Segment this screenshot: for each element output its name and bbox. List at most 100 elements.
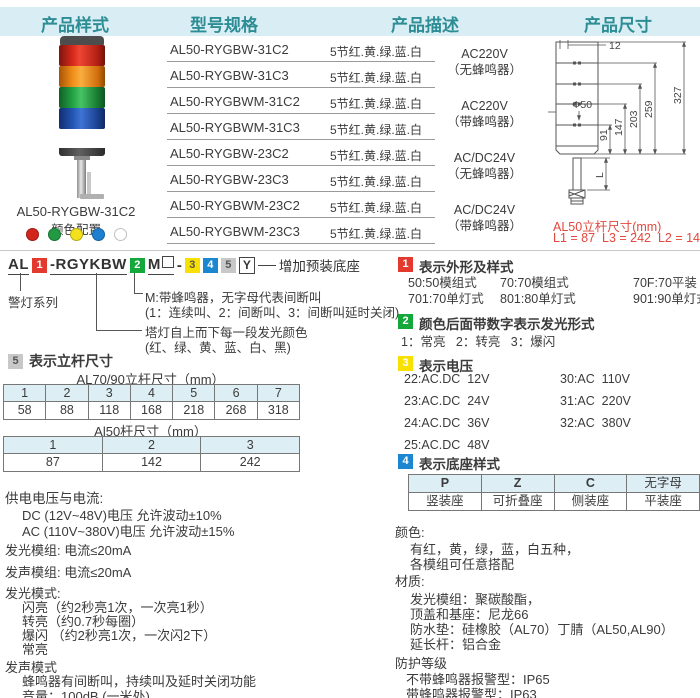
section-divider — [0, 250, 700, 251]
model-desc: 5节红.黄.绿.蓝.白 — [330, 175, 423, 189]
code-badge-y: Y — [238, 256, 255, 274]
column-header-description: 产品描述 — [391, 16, 459, 35]
table-row: AL50-RYGBW-31C2 5节红.黄.绿.蓝.白 — [167, 36, 435, 62]
model-number: AL50-RYGBW-31C3 — [170, 68, 289, 83]
light-mode-item: 爆闪 （约2秒亮1次，一次闪2下） — [22, 628, 217, 643]
voltage-item: 24:AC.DC 36V — [404, 416, 490, 430]
header-bar: 产品样式 型号规格 产品描述 产品尺寸 — [0, 7, 700, 36]
voltage: AC/DC24V — [453, 203, 516, 217]
section2-title: 颜色后面带数字表示发光形式 — [419, 317, 595, 332]
tower-segment-red — [59, 45, 105, 66]
header-cell: 5 — [173, 385, 216, 402]
value-cell: 218 — [173, 402, 216, 419]
table-value-row: 58 88 118 168 218 268 318 — [4, 402, 299, 419]
pole-size-caption-title: AL50立杆尺寸(mm) — [553, 220, 662, 234]
buzzer-note: （带蜂鸣器） — [446, 219, 522, 233]
code-badge-2: 2 — [129, 257, 145, 273]
code-badge-3: 3 — [184, 257, 200, 273]
section1-title: 表示外形及样式 — [419, 260, 514, 275]
table1-title: AL70/90立杆尺寸（mm） — [76, 372, 225, 387]
buzzer-note: （无蜂鸣器） — [446, 63, 522, 77]
voltage-group: AC220V （带蜂鸣器） — [437, 88, 532, 140]
header-cell: 1 — [4, 385, 47, 402]
value-cell: 87 — [4, 454, 103, 471]
value-cell: 168 — [130, 402, 174, 419]
dim-label-diameter: Φ50 — [572, 99, 592, 111]
table-row: AL50-RYGBWM-23C3 5节红.黄.绿.蓝.白 — [167, 218, 435, 244]
model-number: AL50-RYGBW-31C2 — [170, 42, 289, 57]
light-mode-title: 发光模式: — [5, 586, 61, 601]
table-row: AL50-RYGBWM-31C2 5节红.黄.绿.蓝.白 — [167, 88, 435, 114]
connector-line — [134, 273, 135, 293]
style-item: 50:50模组式 — [408, 276, 477, 290]
connector-line — [96, 330, 142, 331]
table-header-row: P Z C 无字母 — [409, 475, 699, 493]
color-dot-green — [47, 228, 61, 241]
header-cell: C — [554, 475, 628, 493]
model-number: AL50-RYGBWM-23C3 — [170, 224, 300, 239]
protection-title: 防护等级 — [395, 656, 448, 671]
model-desc: 5节红.黄.绿.蓝.白 — [330, 123, 423, 137]
color-dot-red — [25, 228, 39, 241]
model-desc: 5节红.黄.绿.蓝.白 — [330, 71, 423, 85]
pole-table-al7090: 1 2 3 4 5 6 7 58 88 118 168 218 268 318 — [3, 384, 300, 420]
base-style-table: P Z C 无字母 竖装座 可折叠座 侧装座 平装座 — [408, 474, 700, 511]
header-cell: 无字母 — [627, 475, 699, 493]
pole-size-caption-values: L1 = 87 L3 = 242 L2 = 142 — [553, 231, 700, 245]
section-badge-4: 4 — [398, 454, 413, 469]
value-cell: 118 — [88, 402, 131, 419]
connector-line — [96, 273, 97, 330]
section4-title: 表示底座样式 — [419, 457, 500, 472]
material-line: 顶盖和基座：尼龙66 — [410, 607, 529, 622]
section-title: 表示立杆尺寸 — [29, 353, 113, 369]
code-badge-1: 1 — [32, 257, 47, 273]
style-item: 70:70模组式 — [500, 276, 569, 290]
code-dash: - — [176, 256, 182, 274]
header-cell: Z — [481, 475, 555, 493]
product-photo — [40, 36, 124, 204]
buzzer-note-1: M:带蜂鸣器，无字母代表间断叫 — [145, 291, 322, 305]
connector-line — [134, 293, 143, 294]
color-dot-blue — [91, 228, 105, 241]
light-mode-item: 闪亮（约2秒亮1次，一次亮1秒） — [22, 600, 213, 615]
pole-table-al50: 1 2 3 87 142 242 — [3, 436, 300, 472]
column-header-model-spec: 型号规格 — [190, 16, 258, 35]
value-cell: 88 — [46, 402, 89, 419]
light-module-current: 发光模组: 电流≤20mA — [5, 543, 132, 558]
sound-mode-title: 发声模式 — [5, 660, 58, 675]
model-desc: 5节红.黄.绿.蓝.白 — [330, 149, 423, 163]
sound-module-current: 发声模组: 电流≤20mA — [5, 565, 132, 580]
tower-base — [59, 148, 105, 156]
protection-line: 不带蜂鸣器报警型：IP65 — [406, 672, 550, 687]
model-number: AL50-RYGBWM-31C3 — [170, 120, 300, 135]
header-cell: 4 — [130, 385, 174, 402]
header-cell: 3 — [88, 385, 131, 402]
protection-line: 带蜂鸣器报警型：IP63 — [406, 687, 537, 698]
photo-caption-model: AL50-RYGBW-31C2 — [16, 204, 136, 219]
model-number: AL50-RYGBWM-23C2 — [170, 198, 300, 213]
buzzer-note: （无蜂鸣器） — [446, 167, 522, 181]
dimension-drawing: 12 91 147 203 259 327 Φ50 L — [548, 40, 686, 205]
section-badge-2: 2 — [398, 314, 413, 329]
sound-mode-item: 蜂鸣器有间断叫，持续叫及延时关闭功能 — [22, 674, 257, 689]
style-item: 701:70单灯式 — [408, 292, 484, 306]
model-desc: 5节红.黄.绿.蓝.白 — [330, 97, 423, 111]
dim-label-259: 259 — [643, 100, 655, 118]
dim-label-91: 91 — [598, 129, 610, 141]
value-cell: 竖装座 — [409, 493, 482, 510]
tower-segment-blue — [59, 108, 105, 129]
header-cell: 2 — [102, 437, 202, 454]
dim-label-12: 12 — [609, 40, 621, 52]
header-cell: 6 — [215, 385, 258, 402]
table-row: AL50-RYGBW-31C3 5节红.黄.绿.蓝.白 — [167, 62, 435, 88]
tower-bracket-foot — [80, 194, 104, 199]
table-value-row: 竖装座 可折叠座 侧装座 平装座 — [409, 493, 699, 510]
placeholder-box — [161, 255, 174, 268]
model-desc: 5节红.黄.绿.蓝.白 — [330, 227, 423, 241]
tower-color-note-1: 塔灯自上而下每一段发光颜色 — [145, 326, 308, 340]
model-number: AL50-RYGBWM-31C2 — [170, 94, 300, 109]
light-mode-item: 转亮（约0.7秒每圈） — [22, 614, 145, 629]
value-cell: 可折叠座 — [481, 493, 555, 510]
header-cell: 7 — [257, 385, 299, 402]
color-dot-white — [113, 228, 127, 241]
